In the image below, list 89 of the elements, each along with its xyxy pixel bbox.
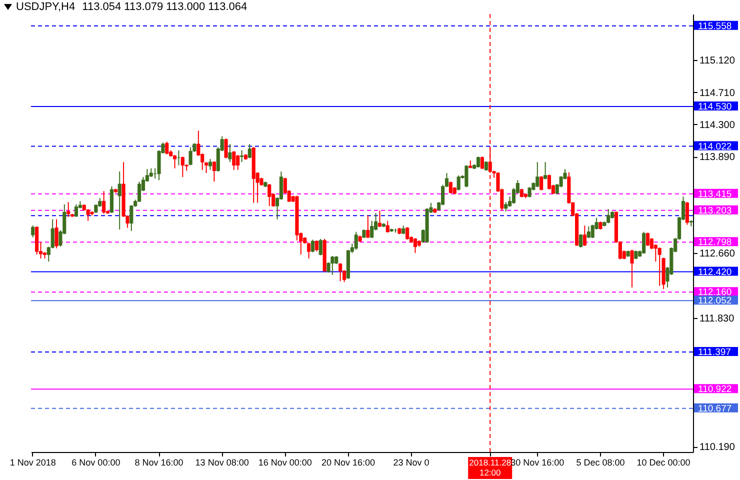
candlestick xyxy=(630,249,634,288)
candlestick xyxy=(484,160,488,172)
y-tick-label: 113.890 xyxy=(700,152,736,164)
candlestick xyxy=(314,240,318,252)
candlestick xyxy=(586,226,590,239)
candlestick xyxy=(188,146,192,166)
candlestick xyxy=(488,146,492,174)
ref-line-label: 112.160 xyxy=(698,287,732,298)
candlestick xyxy=(606,208,610,224)
y-tick-label: 114.710 xyxy=(700,88,736,99)
candlestick xyxy=(102,190,106,214)
candlestick xyxy=(86,208,90,222)
candlestick xyxy=(578,234,583,248)
candlestick xyxy=(406,226,410,240)
candlestick xyxy=(480,156,484,170)
x-tick-label: 1 Nov 2018 xyxy=(10,458,56,468)
ref-line-label: 114.022 xyxy=(698,141,732,152)
candlestick xyxy=(165,141,169,155)
candlestick xyxy=(658,246,662,286)
candlestick xyxy=(228,144,232,163)
candlestick xyxy=(66,202,70,218)
candlestick xyxy=(456,174,460,191)
candlestick xyxy=(338,262,342,282)
candlestick xyxy=(646,232,650,246)
ref-line-label: 114.530 xyxy=(698,101,732,112)
candlestick xyxy=(370,220,374,239)
candlestick xyxy=(130,204,134,232)
x-tick-label: 16 Nov 00:00 xyxy=(258,458,312,468)
candlestick xyxy=(582,225,586,246)
candlestick xyxy=(330,256,334,276)
candlestick xyxy=(307,242,311,259)
y-tick-label: 115.120 xyxy=(700,56,736,67)
candlestick xyxy=(504,202,508,212)
candlestick xyxy=(208,158,212,170)
ref-line-label: 112.798 xyxy=(698,237,732,248)
candlestick xyxy=(31,225,35,238)
candlestick xyxy=(138,181,142,203)
candlestick xyxy=(172,154,177,169)
x-tick-label: 2018.11.28 12:00 xyxy=(469,458,512,478)
ref-line-label: 111.397 xyxy=(698,346,731,358)
candlestick xyxy=(386,220,390,234)
candlestick xyxy=(476,156,480,168)
candlestick xyxy=(74,204,78,218)
candlestick xyxy=(366,214,370,239)
x-tick-label: 13 Nov 08:00 xyxy=(195,458,249,468)
candlestick xyxy=(54,218,58,249)
candlestick xyxy=(448,181,452,194)
candlestick xyxy=(268,184,272,206)
candlestick xyxy=(318,238,322,256)
x-tick-label: 23 Nov 0 xyxy=(393,458,430,468)
ref-line-label: 110.922 xyxy=(698,384,732,396)
candlestick xyxy=(642,231,646,254)
y-tick-label: 114.300 xyxy=(700,120,736,131)
candlestick xyxy=(180,156,184,178)
ref-line-label: 115.558 xyxy=(698,20,732,32)
ref-line-label: 110.677 xyxy=(698,403,732,414)
candlestick xyxy=(118,170,122,230)
candlestick xyxy=(236,154,240,170)
candlestick xyxy=(544,162,548,180)
x-tick-label: 5 Dec 08:00 xyxy=(576,458,625,468)
y-tick-label: 110.190 xyxy=(700,442,736,454)
candlestick xyxy=(413,238,417,254)
ref-line-label: 113.203 xyxy=(698,205,732,216)
candlestick xyxy=(528,186,532,198)
candlestick xyxy=(378,210,382,228)
chart-subtitle: 113.054 113.079 113.000 113.064 xyxy=(81,1,248,13)
y-tick-label: 111.830 xyxy=(700,314,735,325)
ref-line-label: 112.420 xyxy=(698,266,732,278)
candlestick xyxy=(224,138,228,159)
chart-title: USDJPY,H4 xyxy=(16,1,76,13)
candlestick xyxy=(240,150,244,163)
candlestick xyxy=(536,162,540,188)
candlestick xyxy=(540,176,544,191)
x-tick-label: 10 Dec 00:00 xyxy=(636,458,690,468)
ref-line-label: 112.052 xyxy=(698,296,732,307)
candlestick xyxy=(212,160,216,182)
candlestick xyxy=(464,164,468,188)
x-tick-label: 6 Nov 00:00 xyxy=(72,458,120,468)
candlestick xyxy=(685,202,689,226)
x-tick-label: 8 Nov 16:00 xyxy=(134,458,184,468)
y-tick-label: 112.660 xyxy=(700,248,736,260)
candlestick xyxy=(354,231,358,250)
candlestick xyxy=(248,144,252,159)
candlestick xyxy=(310,239,315,253)
x-tick-label: 20 Nov 16:00 xyxy=(321,458,375,468)
candlestick xyxy=(110,186,114,214)
ref-line-label: 113.415 xyxy=(698,188,732,200)
candlestick xyxy=(547,174,552,190)
candlestick xyxy=(232,150,236,170)
